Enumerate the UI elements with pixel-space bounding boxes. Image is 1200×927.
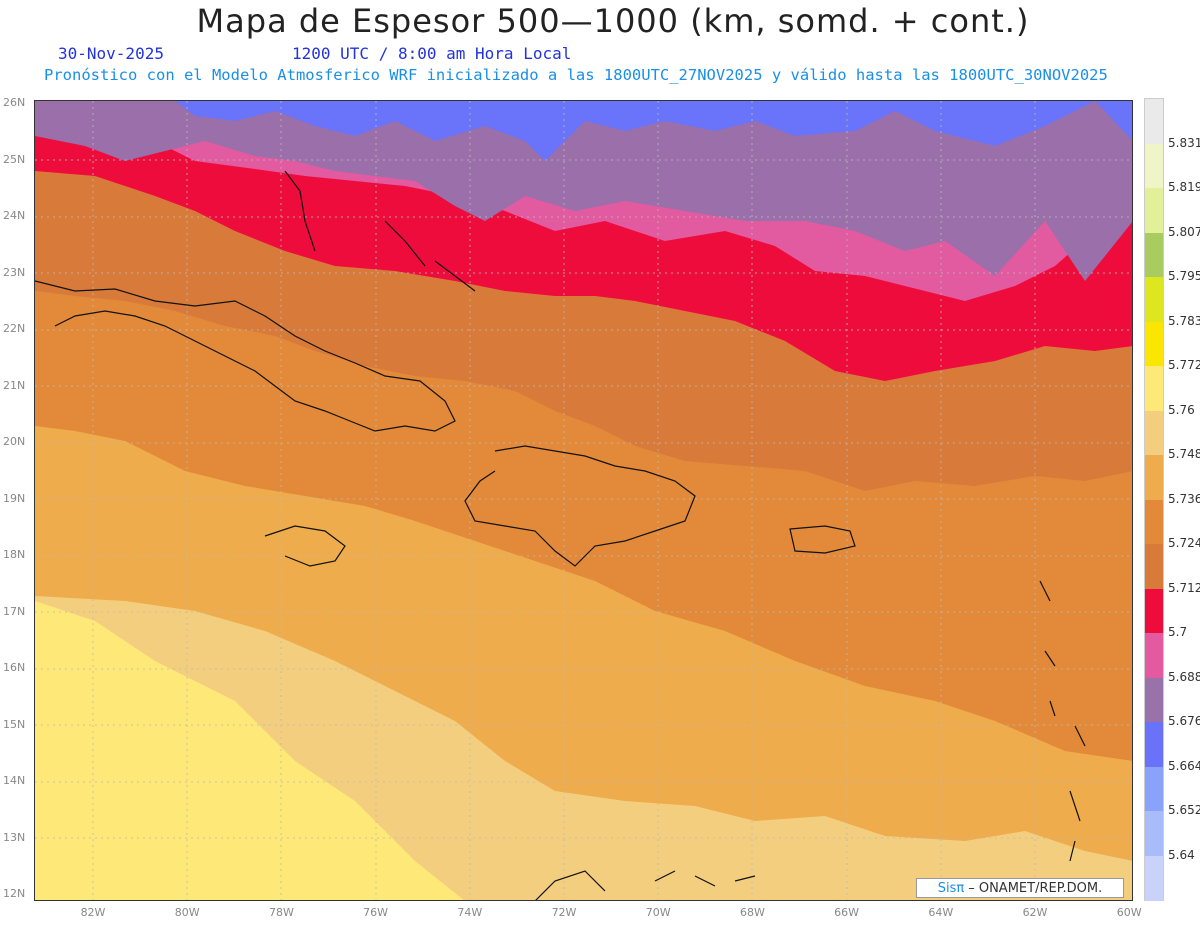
lat-tick-label: 12N: [3, 887, 26, 900]
lat-tick-label: 17N: [3, 604, 26, 618]
legend-value: 5.748: [1168, 447, 1200, 461]
legend-value: 5.783: [1168, 313, 1200, 328]
lat-tick-label: 22N: [3, 322, 26, 335]
legend-value: 5.712: [1168, 580, 1200, 595]
legend-value: 5.807: [1168, 224, 1200, 239]
south-america-coast: [534, 870, 756, 901]
grid-lines: [35, 101, 1133, 901]
credit-text: – ONAMET/REP.DOM.: [968, 880, 1103, 896]
jamaica-coast: [264, 525, 346, 567]
band-blue: [175, 101, 1133, 161]
lon-tick-label: 78W: [268, 906, 294, 919]
cuba-coast: [35, 280, 456, 432]
legend-swatch: [1145, 855, 1163, 901]
legend-swatch: [1145, 232, 1163, 278]
lon-tick-label: 76W: [363, 906, 389, 919]
legend-swatch: [1145, 366, 1163, 411]
map-title: Mapa de Espesor 500—1000 (km, somd. + co…: [196, 2, 1030, 40]
legend-value: 5.76: [1168, 402, 1195, 417]
legend-value: 5.664: [1168, 758, 1200, 773]
lon-tick-label: 82W: [80, 906, 106, 919]
legend-value: 5.724: [1168, 536, 1200, 550]
legend-swatch: [1145, 277, 1163, 322]
lat-tick-label: 26N: [3, 96, 26, 109]
legend-swatch: [1145, 588, 1163, 634]
legend-swatch: [1145, 544, 1163, 589]
bahamas-coast: [284, 170, 476, 292]
color-legend: [1144, 98, 1164, 901]
lon-tick-label: 62W: [1022, 906, 1048, 919]
lon-tick-label: 70W: [645, 906, 671, 919]
lon-tick-label: 74W: [457, 906, 483, 919]
lon-tick-label: 68W: [739, 906, 765, 919]
legend-swatch: [1145, 633, 1163, 678]
band-purple-top: [35, 101, 1133, 281]
hispaniola-coast: [464, 445, 696, 567]
lesser-antilles-coast: [1039, 580, 1086, 862]
legend-swatch: [1145, 321, 1163, 367]
puerto-rico-coast: [789, 525, 856, 554]
lon-tick-label: 60W: [1116, 906, 1142, 919]
lon-tick-label: 80W: [174, 906, 200, 919]
legend-value: 5.676: [1168, 714, 1200, 728]
forecast-info: Pronóstico con el Modelo Atmosferico WRF…: [44, 66, 1108, 84]
lon-tick-label: 64W: [928, 906, 954, 919]
credit-badge: Sisπ – ONAMET/REP.DOM.: [916, 878, 1124, 898]
legend-swatch: [1145, 410, 1163, 456]
legend-swatch: [1145, 455, 1163, 500]
legend-swatch: [1145, 99, 1163, 144]
legend-value: 5.795: [1168, 269, 1200, 283]
legend-swatch: [1145, 811, 1163, 856]
map-date: 30-Nov-2025: [58, 44, 164, 63]
lon-tick-label: 72W: [551, 906, 577, 919]
legend-value: 5.652: [1168, 803, 1200, 817]
lat-tick-label: 21N: [3, 378, 26, 392]
sispi-logo: Sisπ: [937, 880, 965, 896]
lat-tick-label: 18N: [3, 548, 26, 561]
legend-swatch: [1145, 766, 1163, 812]
legend-swatch: [1145, 722, 1163, 767]
legend-value: 5.7: [1168, 625, 1188, 639]
lat-tick-label: 16N: [3, 661, 26, 674]
lat-tick-label: 13N: [3, 830, 26, 844]
map-time: 1200 UTC / 8:00 am Hora Local: [292, 44, 572, 63]
lon-tick-label: 66W: [834, 906, 860, 919]
thickness-map[interactable]: [35, 101, 1133, 901]
coastlines: [35, 170, 1086, 901]
legend-swatch: [1145, 188, 1163, 233]
lat-tick-label: 25N: [3, 152, 26, 166]
legend-value: 5.64: [1168, 847, 1195, 862]
legend-swatch: [1145, 499, 1163, 545]
lat-tick-label: 24N: [3, 209, 26, 222]
legend-value: 5.831: [1168, 135, 1200, 150]
legend-swatch: [1145, 677, 1163, 723]
lat-tick-label: 15N: [3, 717, 26, 731]
lat-tick-label: 19N: [3, 491, 26, 505]
legend-value: 5.736: [1168, 491, 1200, 506]
lat-tick-label: 23N: [3, 265, 26, 279]
legend-swatch: [1145, 143, 1163, 189]
lat-tick-label: 20N: [3, 435, 26, 448]
legend-value: 5.819: [1168, 180, 1200, 194]
legend-value: 5.688: [1168, 669, 1200, 684]
lat-tick-label: 14N: [3, 774, 26, 787]
map-canvas: [35, 101, 1133, 901]
legend-value: 5.772: [1168, 358, 1200, 372]
